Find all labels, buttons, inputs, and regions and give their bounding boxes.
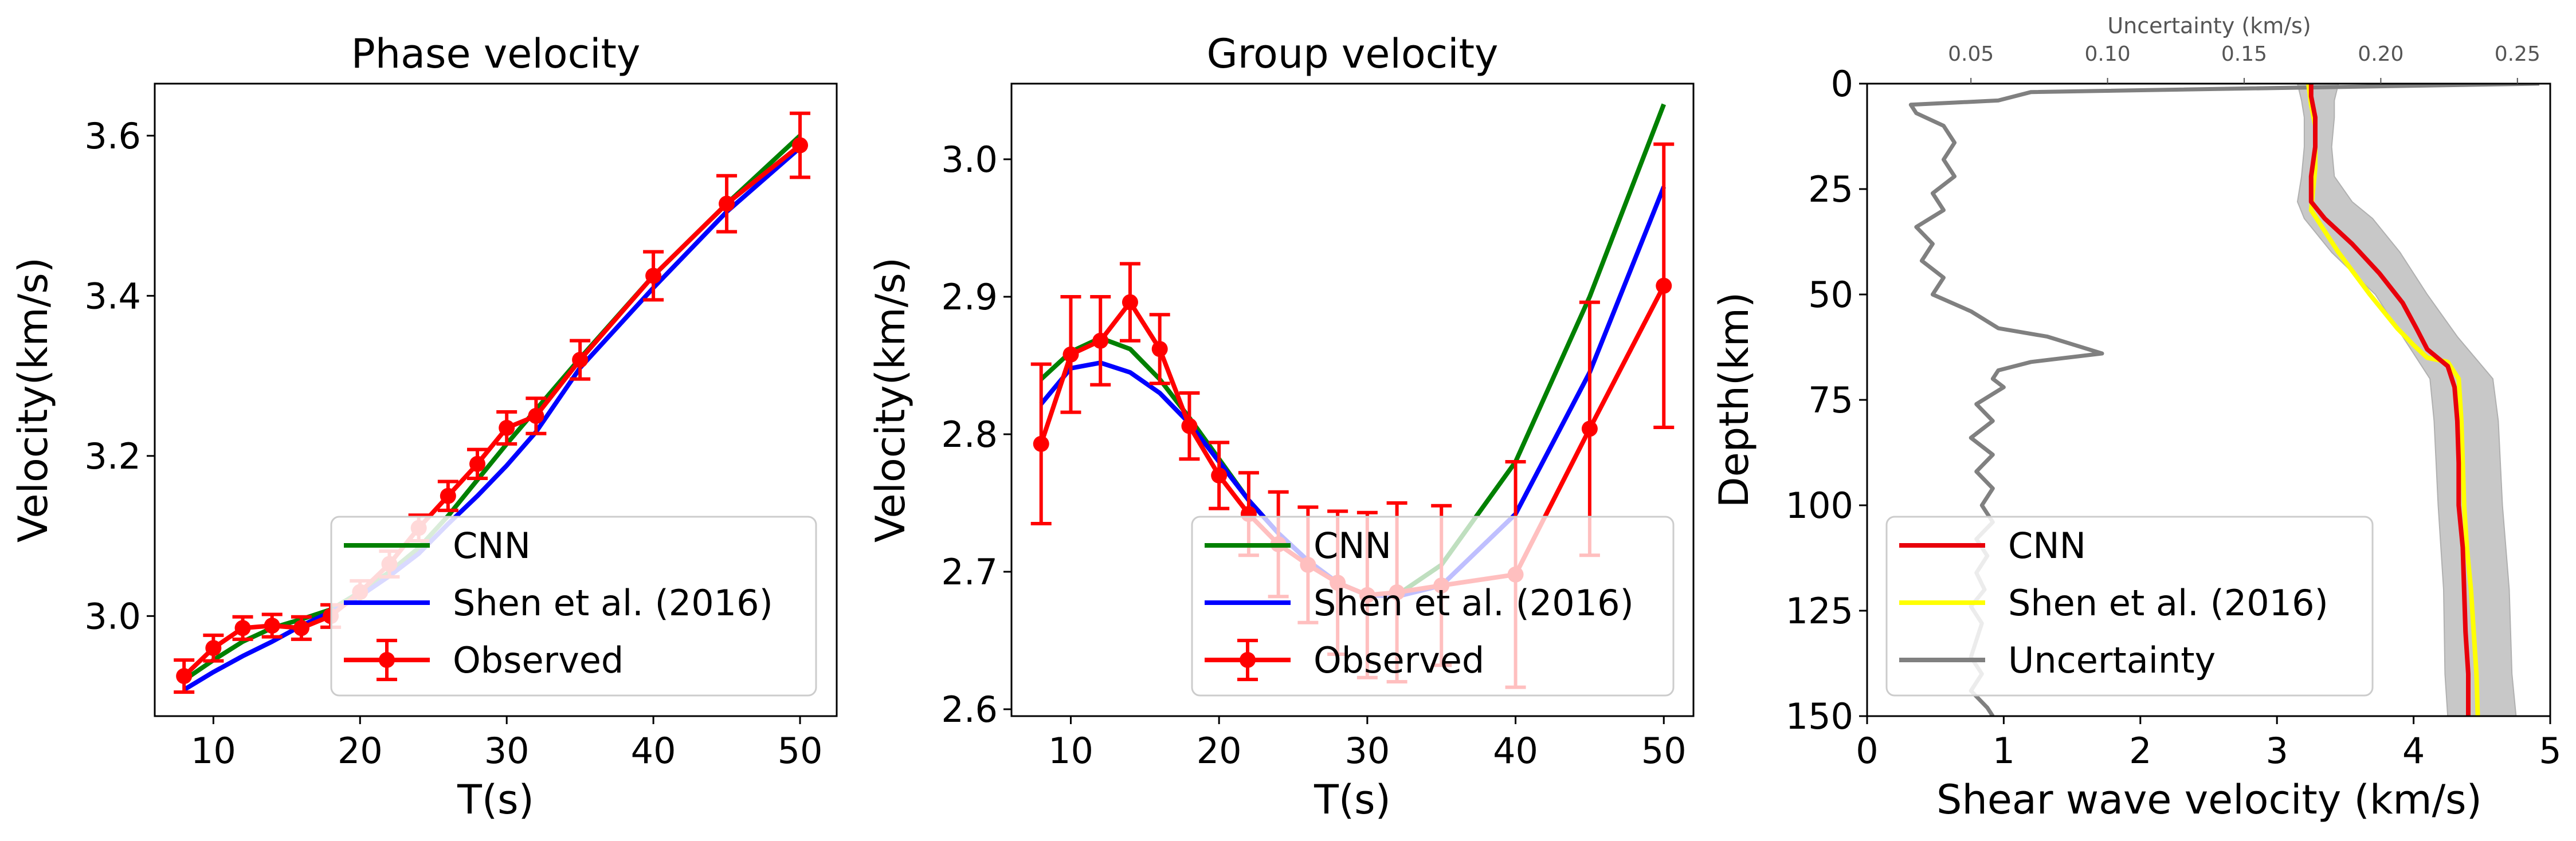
- legend-marker: [1240, 652, 1256, 668]
- legend-label: Observed: [453, 639, 624, 681]
- legend: CNN Shen et al. (2016) Uncertainty: [1885, 516, 2374, 697]
- legend-label: CNN: [453, 525, 531, 567]
- x-tick-label: 20: [1197, 730, 1242, 772]
- data-point: [528, 407, 544, 424]
- y-tick-label: 3.4: [84, 275, 141, 317]
- legend-label: CNN: [2008, 525, 2086, 567]
- data-point: [1122, 294, 1138, 311]
- y-tick-label: 2.8: [941, 414, 998, 455]
- x-tick-label: 0: [1856, 730, 1878, 772]
- y-tick-label: 3.0: [84, 595, 141, 637]
- data-point: [1151, 341, 1168, 357]
- y-tick-label: 2.7: [941, 551, 998, 593]
- x-tick-label: 4: [2402, 730, 2425, 772]
- data-point: [176, 668, 193, 685]
- legend-label: Shen et al. (2016): [1314, 582, 1634, 624]
- x-tick-label: 20: [338, 730, 383, 772]
- axes-frame: [1010, 82, 1695, 717]
- data-point: [234, 620, 251, 636]
- data-point: [499, 419, 515, 436]
- axes-frame: [154, 82, 838, 717]
- legend-label: Uncertainty: [2008, 639, 2216, 681]
- legend-frame: [1885, 516, 2374, 697]
- data-point: [1211, 467, 1228, 484]
- legend-frame: [1191, 516, 1675, 697]
- top-tick-label: 0.10: [2085, 42, 2131, 66]
- y-tick-label: 3.0: [941, 139, 998, 180]
- top-tick-label: 0.25: [2495, 42, 2540, 66]
- y-tick-label: 2.9: [941, 276, 998, 318]
- data-point: [1062, 346, 1079, 363]
- x-axis-label: Shear wave velocity (km/s): [1936, 776, 2482, 823]
- y-tick-label: 3.2: [84, 435, 141, 477]
- top-axis-label: Uncertainty (km/s): [2107, 13, 2311, 38]
- y-axis-label: Depth(km): [1711, 292, 1758, 508]
- legend-label: Observed: [1314, 639, 1484, 681]
- chart-title: Phase velocity: [351, 30, 641, 77]
- y-tick-label: 75: [1808, 379, 1853, 421]
- y-tick-label: 100: [1786, 485, 1853, 526]
- y-tick-label: 3.6: [84, 115, 141, 157]
- legend: CNN Shen et al. (2016) Observed: [1191, 516, 1675, 697]
- x-tick-label: 30: [1344, 730, 1390, 772]
- x-tick-label: 50: [1641, 730, 1687, 772]
- panel-phase-velocity: Phase velocity 10 20 30 40 50 3.0 3.2 3.4 3.6 T(…: [10, 30, 838, 823]
- panel-group-velocity: Group velocity 10 20 30 40 50 2.6 2.7 2.8 2.9 3.0…: [867, 30, 1695, 823]
- x-tick-label: 5: [2539, 730, 2561, 772]
- legend: CNN Shen et al. (2016) Observed: [330, 516, 817, 697]
- data-point: [264, 618, 280, 634]
- data-point: [645, 268, 662, 284]
- x-tick-label: 30: [484, 730, 530, 772]
- x-tick-label: 50: [778, 730, 823, 772]
- legend-marker: [379, 652, 395, 668]
- data-point: [205, 640, 222, 657]
- y-tick-label: 150: [1786, 695, 1853, 737]
- data-point: [1092, 332, 1109, 349]
- legend-label: Shen et al. (2016): [2008, 582, 2328, 624]
- chart-title: Group velocity: [1207, 30, 1499, 77]
- x-tick-label: 40: [1493, 730, 1538, 772]
- x-tick-label: 10: [191, 730, 236, 772]
- data-point: [1581, 421, 1598, 437]
- data-point: [293, 620, 309, 636]
- y-tick-label: 125: [1786, 590, 1853, 632]
- y-tick-label: 0: [1831, 63, 1853, 105]
- x-tick-label: 3: [2265, 730, 2288, 772]
- series-line-0: [2308, 84, 2471, 716]
- data-point: [1656, 277, 1672, 294]
- ticks: 10 20 30 40 50 3.0 3.2 3.4 3.6: [84, 115, 822, 772]
- ticks: 10 20 30 40 50 2.6 2.7 2.8 2.9 3.0: [941, 139, 1686, 772]
- y-tick-label: 50: [1808, 274, 1853, 316]
- data-point: [469, 455, 486, 472]
- top-tick-label: 0.15: [2221, 42, 2267, 66]
- data-point: [1033, 435, 1049, 452]
- top-tick-label: 0.20: [2358, 42, 2404, 66]
- top-tick-label: 0.05: [1948, 42, 1994, 66]
- x-tick-label: 10: [1048, 730, 1093, 772]
- data-point: [719, 195, 735, 212]
- data-point: [792, 137, 809, 154]
- data-point: [440, 488, 456, 504]
- legend-label: CNN: [1314, 525, 1391, 567]
- y-axis-label: Velocity(km/s): [867, 257, 914, 543]
- x-axis-label: T(s): [457, 776, 534, 823]
- y-tick-label: 25: [1808, 168, 1853, 210]
- y-axis-label: Velocity(km/s): [10, 257, 57, 543]
- data-point: [572, 352, 589, 368]
- x-tick-label: 40: [631, 730, 676, 772]
- data-point: [1181, 418, 1198, 434]
- x-axis-label: T(s): [1314, 776, 1391, 823]
- x-tick-label: 1: [1993, 730, 2015, 772]
- legend-label: Shen et al. (2016): [453, 582, 773, 624]
- legend-frame: [330, 516, 817, 697]
- y-tick-label: 2.6: [941, 689, 998, 730]
- x-tick-label: 2: [2129, 730, 2151, 772]
